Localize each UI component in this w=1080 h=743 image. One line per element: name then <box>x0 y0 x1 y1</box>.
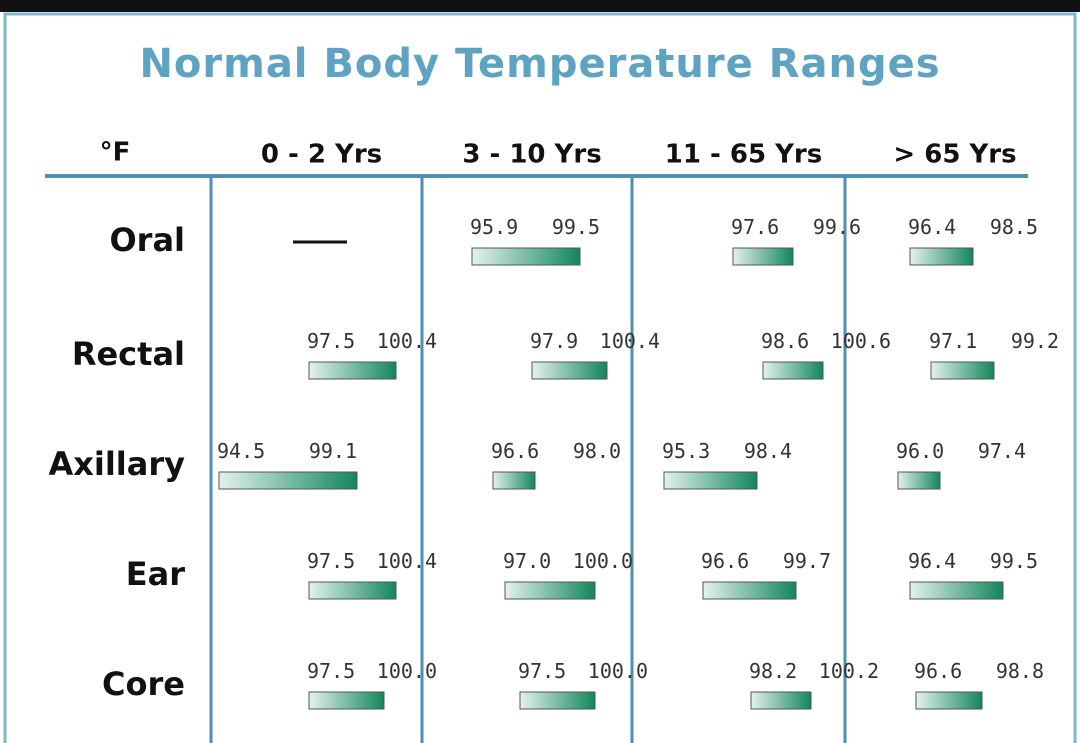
high-value: 99.2 <box>1011 329 1059 353</box>
title: Normal Body Temperature Ranges <box>139 41 940 87</box>
range-bar <box>915 691 983 710</box>
column-header: 11 - 65 Yrs <box>665 140 822 170</box>
low-value: 97.5 <box>307 549 355 573</box>
low-value: 96.4 <box>908 215 956 239</box>
low-value: 96.6 <box>914 659 962 683</box>
range-bar <box>218 471 358 490</box>
high-value: 100.2 <box>819 659 879 683</box>
low-value: 94.5 <box>217 439 265 463</box>
low-value: 97.5 <box>518 659 566 683</box>
high-value: 99.6 <box>813 215 861 239</box>
high-value: 100.6 <box>831 329 891 353</box>
low-value: 97.9 <box>530 329 578 353</box>
row-label: Oral <box>109 221 185 259</box>
low-value: 97.0 <box>503 549 551 573</box>
range-bar <box>492 471 536 490</box>
high-value: 99.5 <box>552 215 600 239</box>
low-value: 97.5 <box>307 329 355 353</box>
high-value: 99.5 <box>990 549 1038 573</box>
unit: °F <box>100 138 131 168</box>
range-bar <box>308 691 385 710</box>
high-value: 99.1 <box>309 439 357 463</box>
column-header: 3 - 10 Yrs <box>462 140 601 170</box>
low-value: 96.6 <box>701 549 749 573</box>
high-value: 100.0 <box>573 549 633 573</box>
range-bar <box>909 247 974 266</box>
high-value: 100.0 <box>377 659 437 683</box>
high-value: 99.7 <box>783 549 831 573</box>
high-value: 98.0 <box>573 439 621 463</box>
range-bar <box>732 247 794 266</box>
high-value: 97.4 <box>978 439 1026 463</box>
range-bar <box>504 581 596 600</box>
low-value: 98.6 <box>761 329 809 353</box>
column-header: 0 - 2 Yrs <box>261 140 382 170</box>
low-value: 95.9 <box>470 215 518 239</box>
low-value: 97.1 <box>929 329 977 353</box>
range-bar <box>519 691 596 710</box>
row-label: Rectal <box>72 335 185 373</box>
high-value: 98.5 <box>990 215 1038 239</box>
high-value: 100.4 <box>377 549 437 573</box>
frame <box>3 12 1077 743</box>
range-bar <box>750 691 812 710</box>
low-value: 97.6 <box>731 215 779 239</box>
row-label: Core <box>102 665 185 703</box>
range-bar <box>702 581 797 600</box>
high-value: 98.4 <box>744 439 792 463</box>
low-value: 96.0 <box>896 439 944 463</box>
low-value: 96.6 <box>491 439 539 463</box>
low-value: 96.4 <box>908 549 956 573</box>
low-value: 95.3 <box>662 439 710 463</box>
range-bar <box>897 471 941 490</box>
range-bar <box>930 361 995 380</box>
low-value: 97.5 <box>307 659 355 683</box>
low-value: 98.2 <box>749 659 797 683</box>
row-label: Axillary <box>48 445 185 483</box>
column-header: > 65 Yrs <box>893 140 1016 170</box>
row-label: Ear <box>126 555 185 593</box>
range-bar <box>663 471 758 490</box>
high-value: 100.4 <box>600 329 660 353</box>
range-bar <box>471 247 581 266</box>
range-bar <box>909 581 1004 600</box>
range-bar <box>531 361 608 380</box>
high-value: 98.8 <box>996 659 1044 683</box>
high-value: 100.0 <box>588 659 648 683</box>
top-bar <box>0 0 1080 12</box>
high-value: 100.4 <box>377 329 437 353</box>
range-bar <box>308 581 397 600</box>
range-bar <box>762 361 824 380</box>
range-bar <box>308 361 397 380</box>
